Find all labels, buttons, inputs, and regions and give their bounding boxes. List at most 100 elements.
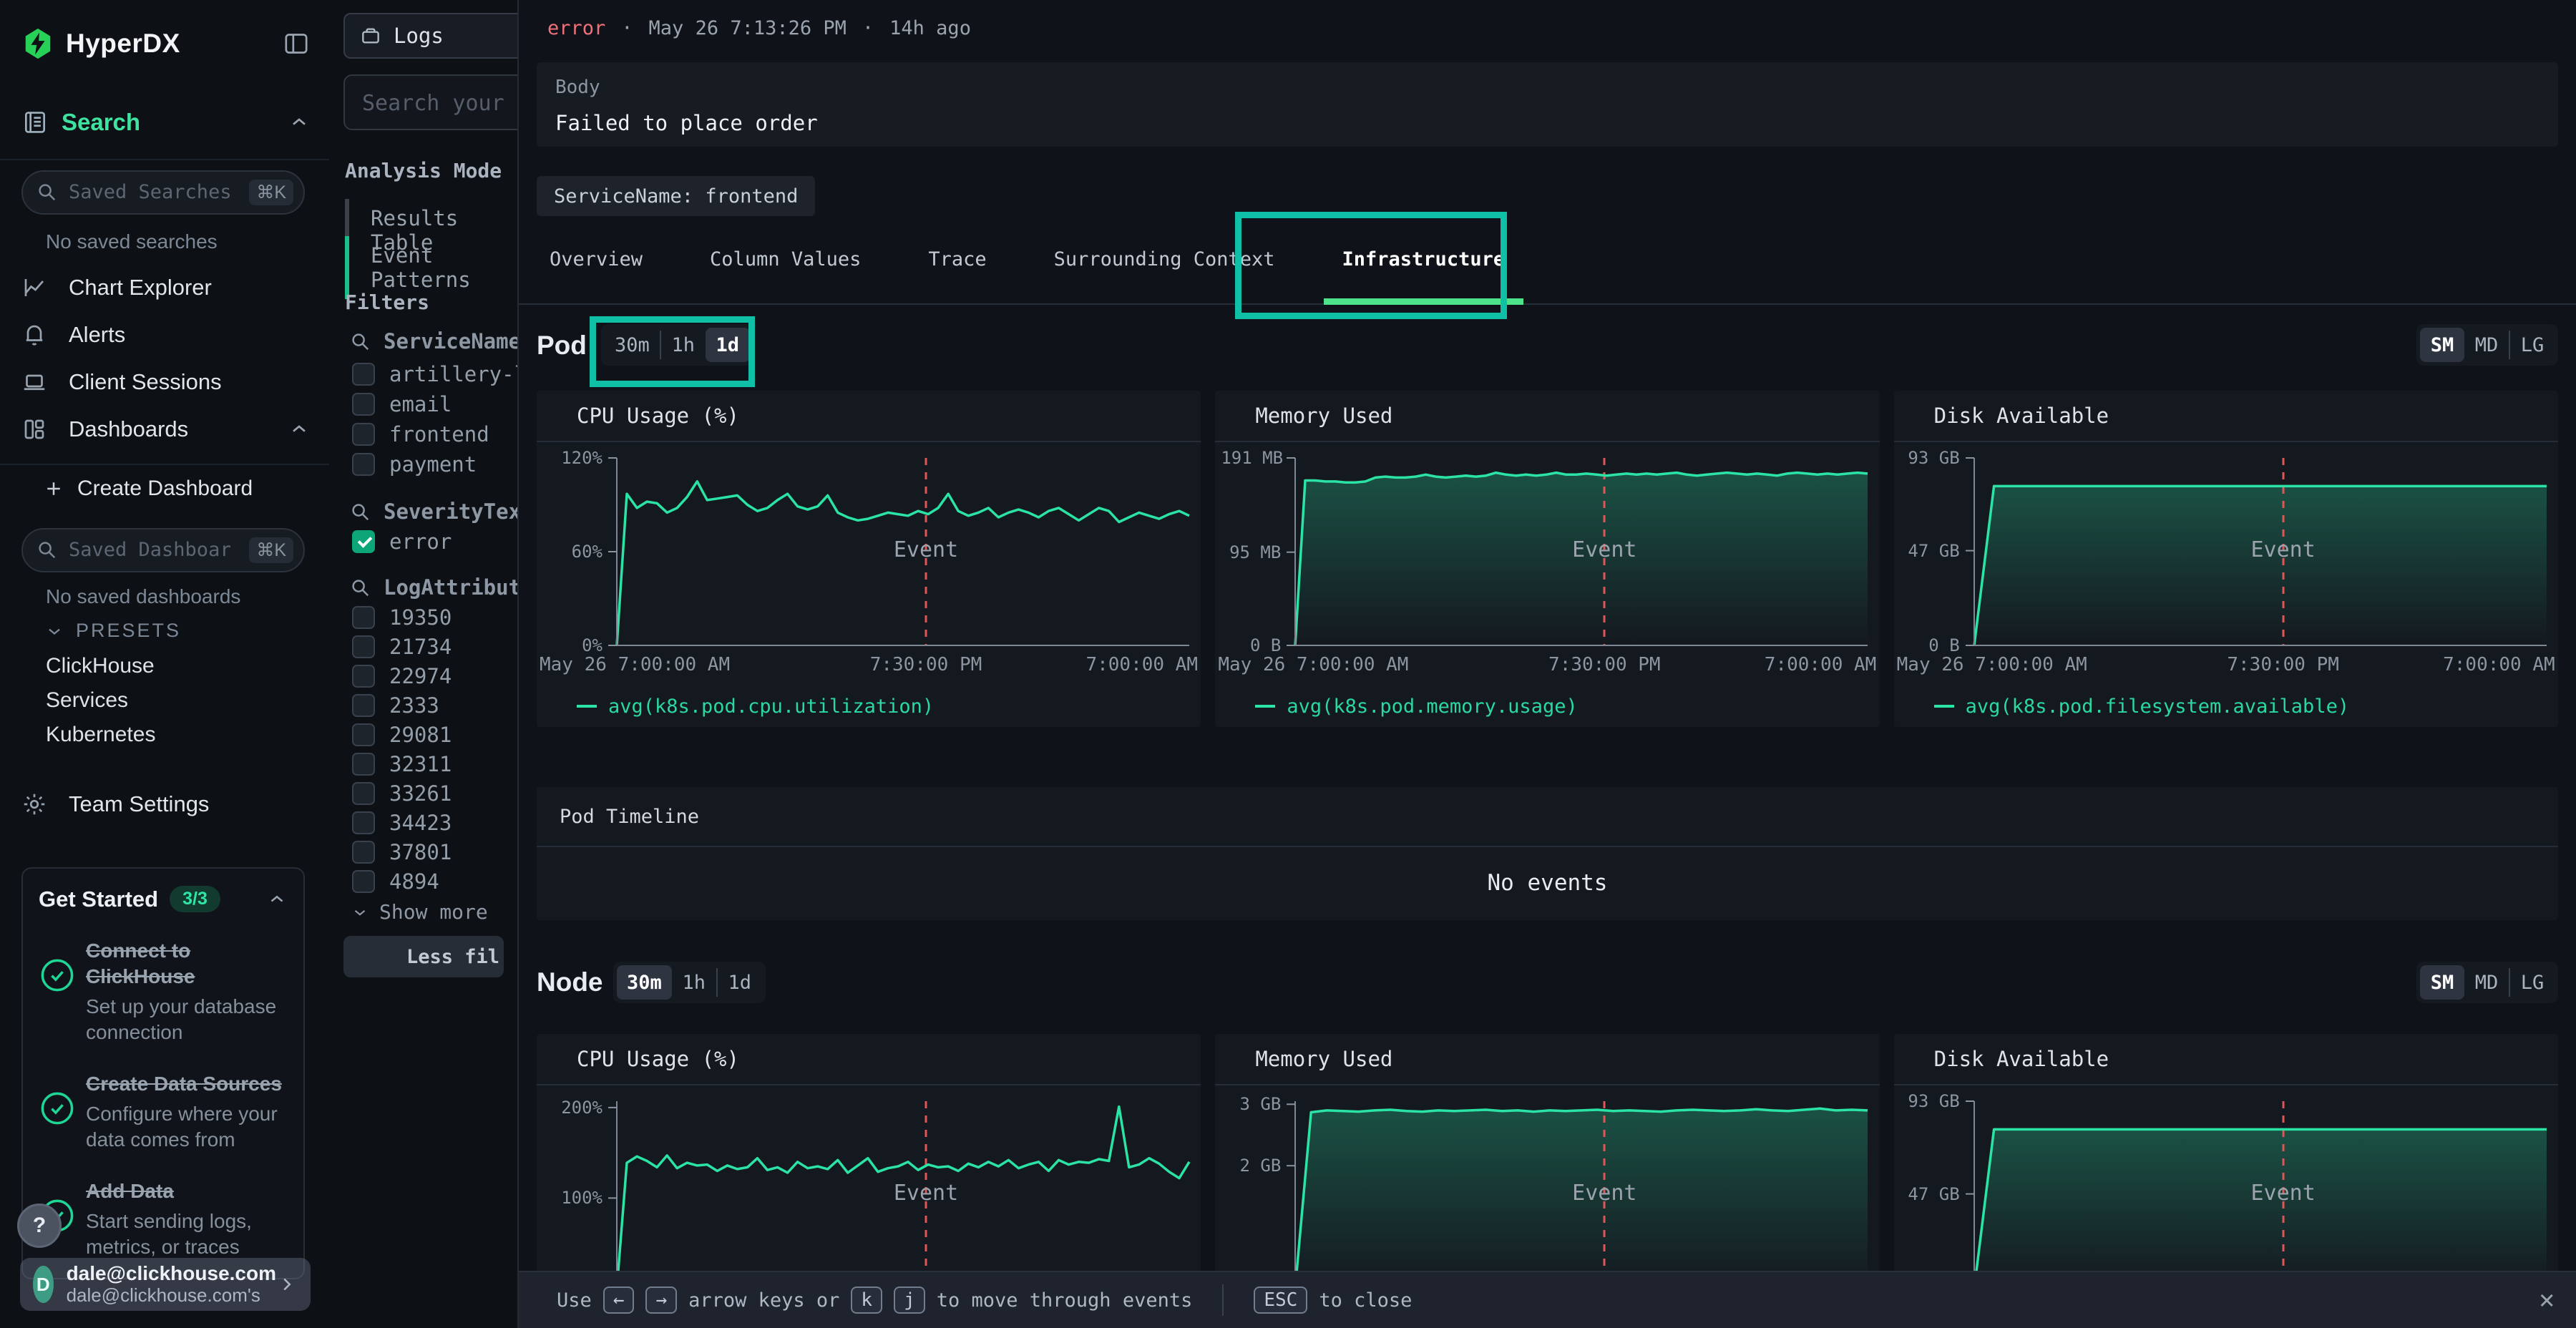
collapse-sidebar-icon[interactable] [282,29,311,58]
facet-servicename[interactable]: ServiceName [349,329,517,353]
saved-searches-field[interactable] [67,172,232,212]
get-started-step[interactable]: Create Data Sources Configure where your… [39,1071,288,1153]
node-range-30m[interactable]: 30m [617,965,672,1000]
checkbox-unchecked[interactable] [352,635,375,658]
source-select-button[interactable]: Logs [343,13,517,59]
filter-value-row[interactable]: 34423 [352,811,452,835]
checkbox-unchecked[interactable] [352,694,375,717]
checkbox-unchecked[interactable] [352,723,375,746]
get-started-step[interactable]: Connect to ClickHouse Set up your databa… [39,938,288,1045]
checkbox-unchecked[interactable] [352,782,375,805]
analysis-mode-event-patterns[interactable]: Event Patterns [345,236,517,299]
pod-range-1d[interactable]: 1d [705,328,750,362]
gear-icon [21,791,50,817]
node-range-1h[interactable]: 1h [682,971,706,994]
y-tick-label: 200% [561,1097,602,1118]
filter-value-row[interactable]: email [352,392,452,416]
chevron-up-icon[interactable] [266,889,288,910]
checkbox-unchecked[interactable] [352,870,375,893]
checkbox-unchecked[interactable] [352,665,375,688]
filter-value-row[interactable]: 21734 [352,635,452,659]
event-label: Event [2250,537,2316,562]
filter-value-row[interactable]: artillery-loa [352,362,517,386]
sidebar-item-search[interactable]: Search [21,109,311,136]
tab-trace[interactable]: Trace [928,248,987,270]
checkbox-checked[interactable] [352,530,375,553]
filter-value-row[interactable]: 32311 [352,752,452,776]
search-events-input[interactable] [361,76,517,130]
chart-plot[interactable]: 191 MB 95 MB 0 B May 26 7:00:00 AM 7:30:00 P… [1215,442,1879,685]
analysis-mode-results-table[interactable]: Results Table [345,199,517,262]
sidebar-item-clickhouse[interactable]: ClickHouse [46,654,155,678]
get-started-step[interactable]: Add Data Start sending logs, metrics, or… [39,1178,288,1260]
sidebar-item-client-sessions[interactable]: Client Sessions [21,369,311,395]
checkbox-unchecked[interactable] [352,606,375,629]
filter-value-row[interactable]: payment [352,452,477,477]
node-size-md[interactable]: MD [2474,971,2499,994]
saved-dashboards-field[interactable] [67,529,232,570]
tab-infrastructure[interactable]: Infrastructure [1323,215,1524,305]
create-dashboard-button[interactable]: Create Dashboard [43,477,253,501]
pod-size-lg[interactable]: LG [2520,333,2545,356]
chevron-up-icon[interactable] [288,111,311,134]
tab-column-values[interactable]: Column Values [710,248,862,270]
close-icon[interactable]: ✕ [2539,1285,2555,1314]
checkbox-unchecked[interactable] [352,841,375,864]
presets-toggle[interactable]: PRESETS [44,620,181,642]
filter-value-row[interactable]: 19350 [352,605,452,630]
filter-value-row[interactable]: 29081 [352,723,452,747]
divider [0,464,329,465]
saved-searches-input[interactable]: ⌘K [21,170,305,215]
sidebar-item-alerts[interactable]: Alerts [21,322,311,348]
facet-severitytext[interactable]: SeverityText [349,499,517,524]
filter-value-row[interactable]: error [352,529,452,554]
chart-plot[interactable]: 93 GB 47 GB 0 B May 26 7:00:00 AM 7:30:00 PM… [1894,442,2558,685]
pod-size-md[interactable]: MD [2474,333,2499,356]
sidebar-item-services[interactable]: Services [46,688,129,712]
y-tick-label: 47 GB [1908,1183,1960,1204]
pod-range-1h[interactable]: 1h [671,333,696,356]
sidebar-item-dashboards[interactable]: Dashboards [21,416,311,442]
sidebar-item-kubernetes[interactable]: Kubernetes [46,723,156,746]
shortcut-badge: ⌘K [249,180,293,205]
node-size-sm[interactable]: SM [2420,965,2464,1000]
show-more-toggle[interactable]: Show more [351,900,488,924]
saved-dashboards-input[interactable]: ⌘K [21,528,305,572]
checkbox-unchecked[interactable] [352,363,375,386]
pod-charts-row: CPU Usage (%) 120% 60% 0% May 26 7:00:00 AM… [537,391,2558,727]
keyboard-hints-footer: Use ← → arrow keys or k j to move throug… [519,1271,2576,1328]
filter-value-row[interactable]: 22974 [352,664,452,688]
user-menu[interactable]: D dale@clickhouse.com dale@clickhouse.co… [20,1258,311,1311]
less-filters-button[interactable]: Less fil [343,936,504,977]
checkbox-unchecked[interactable] [352,453,375,476]
checkbox-unchecked[interactable] [352,393,375,416]
checkbox-unchecked[interactable] [352,753,375,776]
filter-value-row[interactable]: 2333 [352,693,439,718]
node-range-1d[interactable]: 1d [728,971,752,994]
tab-overview[interactable]: Overview [550,248,643,270]
help-button[interactable]: ? [17,1204,62,1248]
servicename-chip[interactable]: ServiceName: frontend [537,176,816,216]
filter-value-row[interactable]: 37801 [352,840,452,864]
node-section-title: Node [537,967,603,997]
filter-value-row[interactable]: 33261 [352,781,452,806]
filter-value-row[interactable]: frontend [352,422,489,446]
get-started-header[interactable]: Get Started 3/3 [39,886,288,912]
x-tick-label: May 26 7:00:00 AM [1218,654,1409,675]
pod-range-30m[interactable]: 30m [615,333,650,356]
user-email: dale@clickhouse.com [66,1262,276,1284]
filter-value-row[interactable]: 4894 [352,869,439,894]
y-tick-label: 120% [561,448,602,468]
search-events-box[interactable] [343,74,517,130]
checkbox-unchecked[interactable] [352,423,375,446]
facet-logattributes[interactable]: LogAttributes [349,575,517,600]
chart-plot[interactable]: 120% 60% 0% May 26 7:00:00 AM 7:30:00 PM 7:00… [537,442,1201,685]
checkbox-unchecked[interactable] [352,811,375,834]
sidebar-item-team-settings[interactable]: Team Settings [21,791,311,817]
pod-size-sm[interactable]: SM [2420,328,2464,362]
sidebar-item-chart-explorer[interactable]: Chart Explorer [21,275,311,301]
node-size-lg[interactable]: LG [2520,971,2545,994]
chevron-up-icon[interactable] [288,418,311,441]
tab-surrounding-context[interactable]: Surrounding Context [1053,248,1275,270]
